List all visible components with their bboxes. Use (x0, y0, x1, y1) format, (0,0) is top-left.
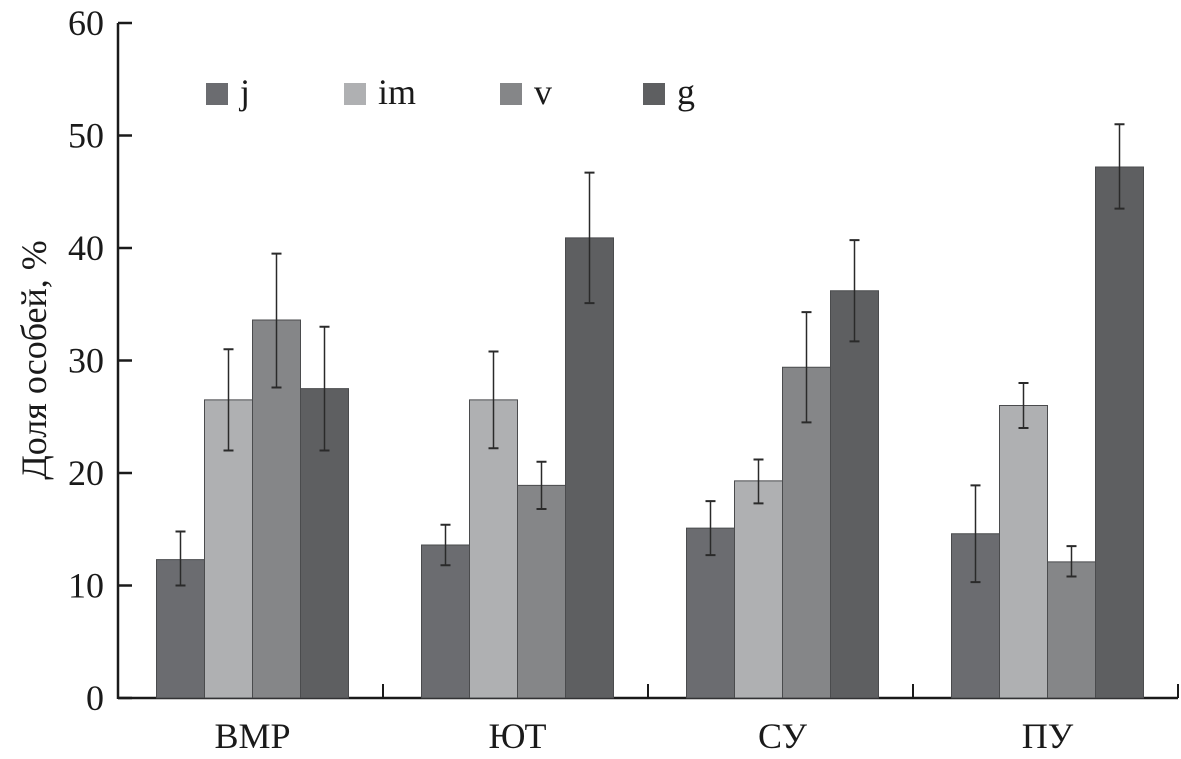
x-tick-label: СУ (758, 716, 808, 756)
y-axis: 0 10 20 30 40 50 60 (68, 3, 132, 718)
bar-im-2 (734, 480, 783, 699)
legend-swatch-im (344, 83, 366, 105)
x-tick-label: ВМР (214, 716, 290, 756)
legend: j im v g (206, 72, 695, 112)
legend-swatch-g (643, 83, 665, 105)
y-tick-label: 60 (68, 3, 104, 43)
bar-g-2 (830, 290, 879, 699)
legend-swatch-v (500, 83, 522, 105)
bars (156, 166, 1144, 699)
y-tick-label: 40 (68, 228, 104, 268)
y-tick-label: 20 (68, 453, 104, 493)
legend-label-g: g (677, 72, 695, 112)
x-axis: ВМР ЮТ СУ ПУ (118, 684, 1179, 756)
legend-label-j: j (238, 72, 250, 112)
x-tick-label: ЮТ (488, 716, 546, 756)
legend-label-im: im (378, 72, 416, 112)
error-bars (175, 123, 1125, 587)
x-tick-label: ПУ (1022, 716, 1074, 756)
bar-v-1 (517, 484, 566, 699)
y-tick-label: 10 (68, 566, 104, 606)
bar-im-3 (999, 405, 1048, 699)
y-axis-label: Доля особей, % (14, 240, 54, 480)
y-tick-label: 50 (68, 116, 104, 156)
legend-label-v: v (534, 72, 552, 112)
y-tick-label: 30 (68, 341, 104, 381)
legend-swatch-j (206, 83, 228, 105)
bar-j-1 (421, 544, 470, 699)
bar-g-3 (1095, 166, 1144, 699)
bar-g-1 (565, 237, 614, 699)
y-tick-label: 0 (86, 678, 104, 718)
bar-v-3 (1047, 561, 1096, 699)
